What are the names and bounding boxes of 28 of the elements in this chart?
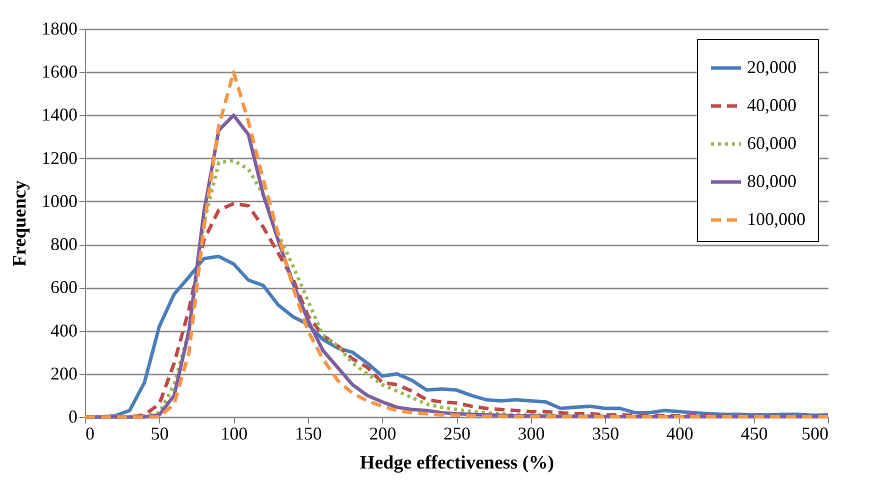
- y-tick-label: 0: [68, 406, 78, 426]
- x-tick-label: 250: [444, 424, 470, 444]
- legend-label: 100,000: [747, 209, 806, 229]
- x-tick-label: 150: [294, 424, 322, 444]
- y-tick-label: 1600: [42, 62, 78, 82]
- y-tick-label: 400: [50, 320, 78, 340]
- x-tick-label: 100: [220, 424, 248, 444]
- legend-label: 20,000: [747, 57, 796, 77]
- x-tick-label: 500: [802, 424, 828, 444]
- y-tick-label: 1200: [42, 148, 78, 168]
- y-tick-label: 1400: [42, 104, 78, 125]
- x-tick-label: 200: [369, 424, 396, 444]
- x-tick-label: 450: [740, 424, 768, 444]
- legend-label: 80,000: [747, 171, 796, 191]
- y-tick-label: 1800: [42, 18, 78, 38]
- x-tick-label: 300: [518, 424, 545, 444]
- y-tick-label: 1000: [42, 190, 78, 211]
- x-tick-label: 0: [86, 424, 94, 444]
- x-tick-label: 50: [150, 424, 169, 444]
- legend-label: 60,000: [747, 133, 796, 153]
- y-tick-label: 200: [50, 363, 78, 384]
- y-tick-label: 800: [50, 234, 78, 254]
- legend-label: 40,000: [747, 95, 796, 115]
- x-tick-label: 400: [666, 424, 694, 444]
- y-tick-label: 600: [50, 277, 78, 298]
- y-axis-title: Frequency: [10, 180, 30, 267]
- x-tick-label: 350: [592, 424, 620, 444]
- x-axis-title: Hedge effectiveness (%): [360, 452, 554, 474]
